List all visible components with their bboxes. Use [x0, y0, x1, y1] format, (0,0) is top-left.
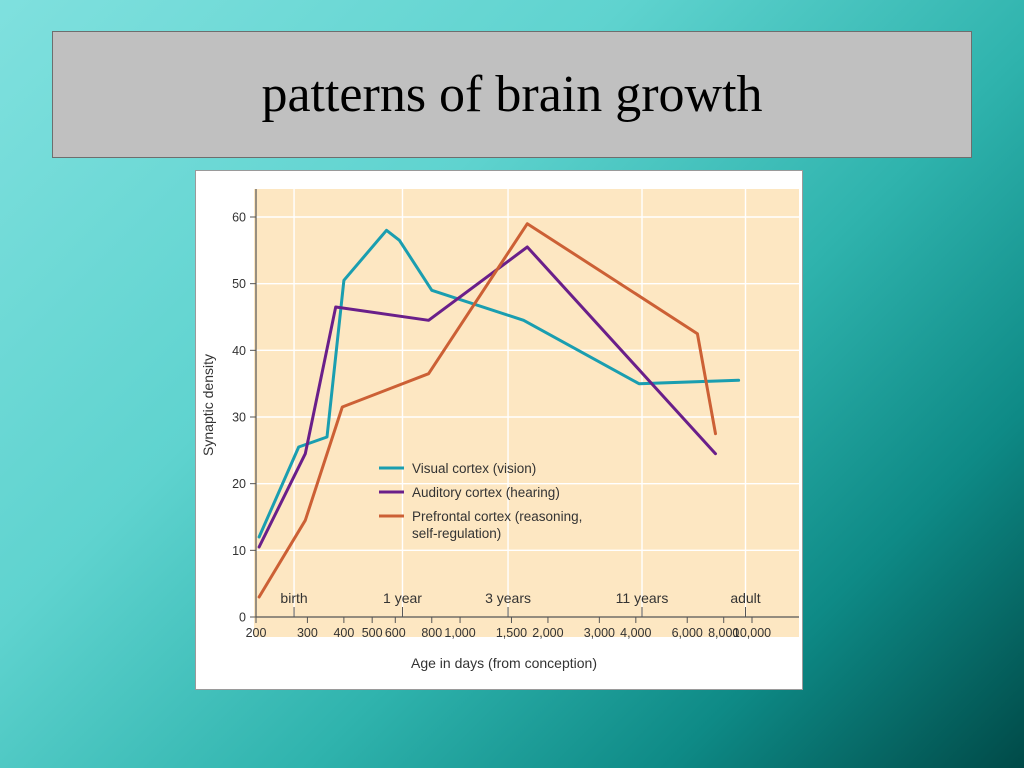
- x-tick-label: 300: [297, 626, 318, 640]
- plot-background: [254, 189, 799, 637]
- series-lines: [257, 222, 741, 599]
- age-marker-label: 11 years: [616, 590, 669, 606]
- age-marker-label: 1 year: [383, 590, 422, 606]
- y-tick-label: 30: [232, 411, 246, 425]
- x-tick-label: 6,000: [672, 626, 703, 640]
- x-tick-label: 4,000: [620, 626, 651, 640]
- axes: [255, 189, 799, 618]
- y-tick-label: 40: [232, 344, 246, 358]
- series-line: [257, 222, 717, 599]
- x-tick-label: 10,000: [733, 626, 771, 640]
- y-tick-label: 50: [232, 277, 246, 291]
- x-ticks: 200 300 400 500 600 800 1,000 1,500 2,000 3,000 4,…: [246, 617, 771, 640]
- y-axis-label: Synaptic density: [200, 354, 216, 456]
- page-title: patterns of brain growth: [261, 66, 763, 123]
- y-ticks: 0 10 20 30 40 50 60: [232, 211, 256, 625]
- age-marker-label: adult: [730, 590, 760, 606]
- series-line: [257, 245, 717, 549]
- age-marker-label: 3 years: [485, 590, 531, 606]
- grid-lines: [256, 189, 799, 617]
- x-tick-label: 3,000: [584, 626, 615, 640]
- x-tick-label: 1,500: [496, 626, 527, 640]
- x-tick-label: 400: [333, 626, 354, 640]
- x-tick-label: 200: [246, 626, 267, 640]
- legend-label: self-regulation): [412, 526, 501, 541]
- x-axis-label: Age in days (from conception): [411, 655, 597, 671]
- y-tick-label: 20: [232, 477, 246, 491]
- series-line: [257, 228, 741, 539]
- legend-label: Auditory cortex (hearing): [412, 485, 560, 500]
- x-tick-label: 800: [421, 626, 442, 640]
- y-tick-label: 0: [239, 611, 246, 625]
- legend: Visual cortex (vision) Auditory cortex (h…: [379, 461, 582, 541]
- x-tick-label: 8,000: [708, 626, 739, 640]
- x-tick-label: 2,000: [532, 626, 563, 640]
- legend-label: Visual cortex (vision): [412, 461, 536, 476]
- x-tick-label: 1,000: [444, 626, 475, 640]
- chart-figure: 0 10 20 30 40 50 60 200 300 400 500 600 800 1,000 1,5…: [195, 170, 803, 690]
- age-markers: birth 1 year 3 years 11 years adult: [280, 590, 761, 617]
- age-marker-label: birth: [280, 590, 307, 606]
- y-tick-label: 60: [232, 211, 246, 225]
- x-tick-label: 600: [385, 626, 406, 640]
- x-tick-label: 500: [362, 626, 383, 640]
- legend-label: Prefrontal cortex (reasoning,: [412, 509, 582, 524]
- synaptic-density-chart: 0 10 20 30 40 50 60 200 300 400 500 600 800 1,000 1,5…: [200, 189, 799, 671]
- y-tick-label: 10: [232, 544, 246, 558]
- title-box: patterns of brain growth: [52, 31, 972, 158]
